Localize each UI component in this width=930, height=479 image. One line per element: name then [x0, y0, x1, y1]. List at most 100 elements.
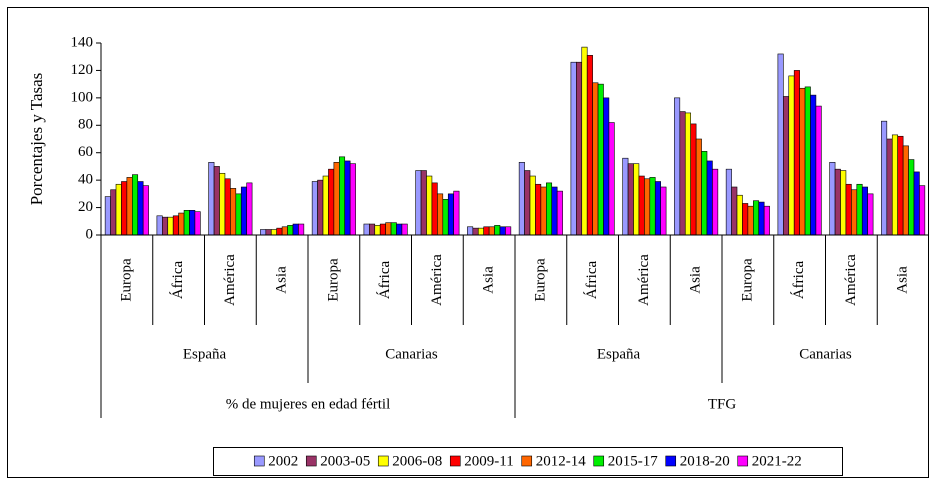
bar — [235, 193, 242, 236]
bar — [551, 186, 558, 236]
group-label: Canarias — [799, 346, 852, 362]
bar — [644, 178, 651, 236]
bar — [183, 210, 190, 236]
x-tick-label: América — [636, 254, 652, 306]
bar — [742, 203, 749, 236]
bar — [851, 189, 858, 236]
bar — [401, 223, 408, 236]
x-tick-label: Asia — [481, 266, 497, 294]
bar — [137, 181, 144, 236]
bar — [477, 227, 484, 236]
bar — [317, 179, 324, 236]
bar — [701, 151, 708, 236]
bar — [856, 183, 863, 236]
bar — [654, 181, 661, 236]
bar — [189, 210, 196, 236]
bar — [426, 175, 433, 236]
bar — [265, 229, 272, 236]
bar — [586, 55, 593, 236]
legend-label: 2018-20 — [680, 453, 730, 469]
x-tick-label: Europa — [532, 258, 548, 302]
bar — [162, 216, 169, 236]
y-tick-label: 80 — [78, 117, 93, 133]
bar — [535, 183, 542, 236]
bar — [804, 86, 811, 236]
bar — [230, 188, 237, 236]
bar — [788, 75, 795, 236]
supergroup-label: % de mujeres en edad fértil — [226, 396, 391, 412]
bar — [570, 61, 577, 236]
bar — [546, 182, 553, 236]
legend-swatch — [253, 455, 265, 467]
bar — [505, 226, 512, 236]
bar — [695, 138, 702, 236]
bar — [374, 225, 381, 236]
bar — [442, 199, 449, 236]
bar — [369, 223, 376, 236]
bar — [556, 190, 563, 236]
y-tick-label: 40 — [78, 172, 93, 188]
supergroup-label: TFG — [708, 396, 737, 412]
bar — [783, 96, 790, 236]
x-tick-label: América — [843, 254, 859, 306]
bar — [292, 223, 299, 236]
bar — [712, 168, 719, 236]
x-tick-label: América — [429, 254, 445, 306]
legend-swatch — [665, 455, 677, 467]
bar — [649, 177, 656, 236]
bar — [333, 162, 340, 236]
y-tick-label: 120 — [71, 62, 94, 78]
y-tick-label: 100 — [71, 89, 94, 105]
legend-label: 2009-11 — [464, 453, 513, 469]
bar — [208, 162, 215, 236]
bar — [793, 70, 800, 236]
x-tick-label: África — [790, 261, 807, 300]
y-axis-label: Porcentajes y Tasas — [27, 73, 46, 206]
bar — [725, 168, 732, 236]
legend-label: 2021-22 — [752, 453, 802, 469]
bar — [420, 170, 427, 236]
x-tick-label: África — [376, 261, 393, 300]
bar — [349, 163, 356, 236]
bar — [834, 168, 841, 236]
bar — [172, 215, 179, 236]
bar — [736, 194, 743, 236]
x-tick-label: Asia — [274, 266, 290, 294]
bar — [627, 163, 634, 236]
bar — [638, 175, 645, 236]
bar — [763, 205, 770, 236]
bar — [597, 83, 604, 236]
bar — [919, 185, 926, 236]
bar — [328, 168, 335, 236]
bar — [529, 175, 536, 236]
bar — [311, 181, 318, 236]
bar — [379, 223, 386, 236]
bar — [913, 171, 920, 236]
bar — [396, 223, 403, 236]
bar — [815, 105, 822, 236]
bar — [467, 226, 474, 236]
legend-swatch — [593, 455, 605, 467]
legend-swatch — [449, 455, 461, 467]
x-tick-label: Asia — [895, 266, 911, 294]
bar — [121, 181, 128, 236]
legend-label: 2015-17 — [608, 453, 658, 469]
bar — [679, 111, 686, 236]
y-tick-label: 140 — [71, 34, 94, 50]
y-tick-label: 60 — [78, 144, 93, 160]
bar — [499, 226, 506, 236]
y-tick-label: 20 — [78, 199, 93, 215]
bar — [472, 227, 479, 236]
bar — [684, 112, 691, 236]
bar — [224, 178, 231, 236]
legend-label: 2002 — [268, 453, 298, 469]
legend-swatch — [377, 455, 389, 467]
bar — [810, 94, 817, 236]
bar — [881, 120, 888, 236]
bar — [447, 193, 454, 236]
chart-frame — [7, 7, 929, 478]
bar — [270, 229, 277, 236]
bar — [674, 97, 681, 236]
bar — [603, 97, 610, 236]
bar — [246, 182, 253, 236]
